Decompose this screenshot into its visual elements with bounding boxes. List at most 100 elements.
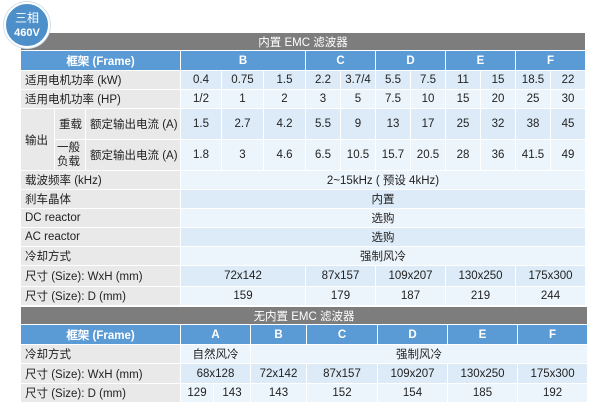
row-spec: 刹车晶体 内置 — [20, 189, 600, 209]
cell: 10 — [410, 89, 446, 109]
row-label: 尺寸 (Size): WxH (mm) — [20, 265, 181, 287]
row-label: 适用电机功率 (kW) — [20, 70, 181, 90]
cell: 72x142 — [180, 265, 306, 287]
row-spec: 载波频率 (kHz) 2~15kHz ( 预设 4kHz) — [20, 170, 600, 190]
cell: 2.7 — [221, 108, 264, 140]
cell: 15 — [480, 70, 516, 90]
cell: 87x157 — [305, 265, 376, 287]
cell: 1/2 — [180, 89, 222, 109]
cell: 1.5 — [180, 108, 222, 140]
frame-label: 框架 (Frame) — [20, 50, 181, 71]
row-label: 冷却方式 — [20, 344, 181, 364]
section-title-row: 内置 EMC 滤波器 — [19, 32, 600, 51]
cell: 130x250 — [447, 363, 518, 384]
cell: 内置 — [179, 189, 587, 209]
frame-header-row: 框架 (Frame) A B C D E F — [20, 324, 589, 345]
heavy-label: 重载 — [54, 108, 86, 140]
cell: 5.5 — [375, 70, 411, 90]
frame-F: F — [514, 50, 587, 71]
row-size_d: 尺寸 (Size): D (mm) 129 143 143 152 154 185 192 — [20, 383, 589, 403]
frame-label: 框架 (Frame) — [20, 324, 181, 345]
section-title: 无内置 EMC 滤波器 — [19, 306, 589, 325]
output-label: 输出 — [20, 108, 55, 171]
row-label: 额定输出电流 (A) — [85, 139, 181, 171]
cell: 2 — [263, 89, 306, 109]
cell: 强制风冷 — [179, 246, 587, 266]
row-hp: 适用电机功率 (HP) 1/2 1 2 3 5 7.5 10 15 20 25 30 — [20, 89, 600, 109]
cell: 自然风冷 — [180, 344, 251, 364]
cell: 192 — [516, 383, 589, 403]
row-size_d: 尺寸 (Size): D (mm) 159 179 187 219 244 — [20, 286, 600, 306]
cell: 28 — [445, 139, 481, 171]
row-spec: AC reactor 选购 — [20, 227, 600, 247]
row-size_wxh: 尺寸 (Size): WxH (mm) 72x142 87x157 109x207 13… — [20, 265, 600, 287]
cell: 3 — [221, 139, 264, 171]
cell: 10.5 — [340, 139, 376, 171]
frame-E: E — [447, 324, 518, 345]
cell: 109x207 — [375, 265, 446, 287]
cell: 143 — [213, 383, 251, 403]
frame-B: B — [250, 324, 307, 345]
row-label: 尺寸 (Size): D (mm) — [20, 383, 181, 403]
cell: 20.5 — [410, 139, 446, 171]
cell: 1.8 — [180, 139, 222, 171]
row-label: 刹车晶体 — [20, 189, 181, 209]
cell: 20 — [480, 89, 516, 109]
cell: 17 — [410, 108, 446, 140]
row-label: 尺寸 (Size): D (mm) — [20, 286, 181, 306]
row-spec: 冷却方式 强制风冷 — [20, 246, 600, 266]
row-spec: DC reactor 选购 — [20, 208, 600, 228]
cell: 15 — [445, 89, 481, 109]
cell: 3.7/4 — [340, 70, 376, 90]
frame-F: F — [516, 324, 589, 345]
badge-phase: 三相 — [14, 11, 39, 25]
cell: 38 — [515, 108, 551, 140]
cell: 219 — [445, 286, 516, 306]
cell: 强制风冷 — [249, 344, 589, 364]
row-output-heavy: 输出 重载 额定输出电流 (A) 1.5 2.7 4.2 5.5 9 13 17 25 32 38 45 — [20, 108, 600, 171]
cell: 2.2 — [305, 70, 341, 90]
frame-header-row: 框架 (Frame) B C D E F — [20, 50, 600, 71]
row-label: 载波频率 (kHz) — [20, 170, 181, 190]
section-title: 内置 EMC 滤波器 — [19, 32, 587, 51]
cell: 49 — [549, 139, 587, 171]
frame-E: E — [445, 50, 516, 71]
emc-builtin-spec-table: 内置 EMC 滤波器 框架 (Frame) B C D E F 适用电机功率 (kW) 0.4 0… — [19, 32, 600, 306]
cell: 68x128 — [180, 363, 251, 384]
cell: 45 — [549, 108, 587, 140]
cell: 7.5 — [410, 70, 446, 90]
cell: 175x300 — [514, 265, 587, 287]
cell: 选购 — [179, 208, 587, 228]
frame-D: D — [375, 50, 446, 71]
row-label: 冷却方式 — [20, 246, 181, 266]
cell: 41.5 — [515, 139, 551, 171]
cell: 4.6 — [263, 139, 306, 171]
row-label: AC reactor — [20, 227, 181, 247]
badge-voltage: 460V — [14, 27, 40, 39]
row-label: 尺寸 (Size): WxH (mm) — [20, 363, 181, 384]
cell: 30 — [549, 89, 587, 109]
cell: 154 — [377, 383, 448, 403]
cell: 6.5 — [305, 139, 341, 171]
cell: 5 — [340, 89, 376, 109]
section-title-row: 无内置 EMC 滤波器 — [19, 306, 589, 325]
normal-label: 一般负载 — [54, 139, 86, 171]
cell: 143 — [250, 383, 307, 403]
cell: 185 — [447, 383, 518, 403]
cell: 1.5 — [263, 70, 306, 90]
cell: 130x250 — [445, 265, 516, 287]
cell: 0.4 — [180, 70, 222, 90]
cell: 15.7 — [375, 139, 411, 171]
cell: 18.5 — [515, 70, 551, 90]
row-output-normal: 一般负载 额定输出电流 (A) 1.8 3 4.6 6.5 10.5 15.7 20.5 28 36… — [21, 139, 600, 171]
cell: 25 — [515, 89, 551, 109]
frame-B: B — [180, 50, 306, 71]
cell: 1 — [221, 89, 264, 109]
cell: 109x207 — [377, 363, 448, 384]
row-label: 额定输出电流 (A) — [85, 108, 181, 140]
cell: 5.5 — [305, 108, 341, 140]
row-cooling: 冷却方式 自然风冷 强制风冷 — [20, 344, 589, 364]
cell: 3 — [305, 89, 341, 109]
cell: 87x157 — [306, 363, 378, 384]
frame-A: A — [180, 324, 251, 345]
